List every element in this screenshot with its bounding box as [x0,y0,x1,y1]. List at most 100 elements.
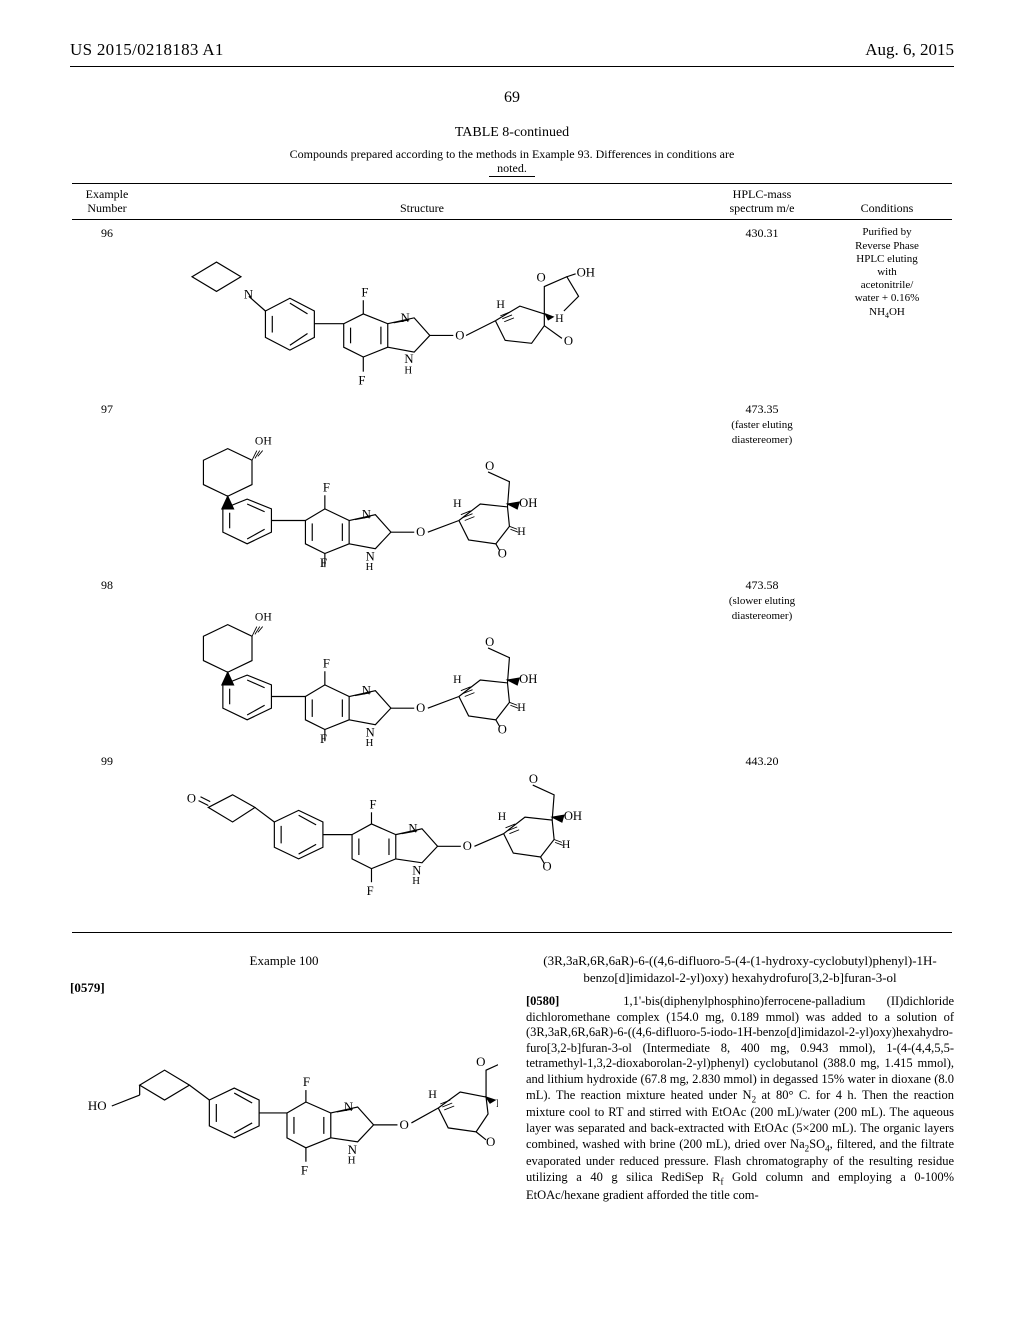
mz-value: 473.35 [746,402,779,416]
mz-value: 473.58 [746,578,779,592]
svg-text:N: N [344,1099,354,1114]
table-caption: TABLE 8-continued [70,125,954,141]
structure-svg-97: OH F [148,402,696,572]
para-num-0580: [0580] [526,994,559,1008]
svg-text:N: N [362,508,371,522]
svg-text:F: F [361,286,368,300]
svg-text:F: F [303,1074,310,1089]
svg-text:H: H [404,365,412,377]
right-column: (3R,3aR,6R,6aR)-6-((4,6-difluoro-5-(4-(1… [526,953,954,1203]
svg-text:F: F [301,1163,308,1178]
compounds-table: Example Number Structure HPLC-mass spect… [72,183,952,934]
cell-conditions: Purified byReverse PhaseHPLC elutingwith… [822,220,952,397]
mz-note: (faster eluting diastereomer) [731,419,792,446]
publication-date: Aug. 6, 2015 [865,40,954,60]
cell-structure: OH F [142,572,702,748]
cell-structure: O F [142,748,702,933]
svg-text:O: O [536,271,545,285]
svg-text:H: H [517,701,526,714]
para-num-0579: [0579] [70,980,105,995]
svg-text:H: H [496,1096,498,1110]
svg-text:H: H [366,737,374,748]
svg-text:F: F [370,798,377,812]
th-conditions: Conditions [822,183,952,220]
svg-text:H: H [517,525,526,538]
svg-text:H: H [562,839,571,852]
page-number: 69 [70,89,954,107]
cell-structure: OH F [142,396,702,572]
header-rule [70,66,954,67]
th-structure: Structure [142,183,702,220]
svg-text:O: O [187,792,196,806]
svg-text:O: O [399,1117,408,1132]
svg-text:H: H [412,876,420,888]
svg-text:O: O [476,1054,485,1069]
svg-text:O: O [485,459,494,473]
svg-text:H: H [453,673,462,686]
svg-text:OH: OH [577,266,595,280]
svg-text:O: O [416,525,425,539]
svg-text:F: F [323,481,330,495]
svg-text:O: O [416,701,425,715]
table-row: 98 OH [72,572,952,748]
cell-conditions [822,396,952,572]
para-0580: [0580] 1,1'-bis(diphenylphosphino)ferroc… [526,994,954,1204]
table-row: 99 O [72,748,952,933]
svg-text:O: O [463,840,472,854]
svg-text:N: N [362,684,371,698]
svg-text:OH: OH [564,809,582,823]
cell-example: 98 [72,572,142,748]
svg-text:O: O [564,335,573,349]
svg-text:N: N [408,822,417,836]
svg-text:O: O [485,635,494,649]
svg-text:N: N [400,311,409,325]
svg-text:F: F [320,733,327,747]
svg-text:O: O [486,1134,495,1149]
structure-svg-96: N F [148,226,696,396]
svg-text:H: H [428,1087,437,1101]
structure-svg-98: OH F [148,578,696,748]
svg-text:F: F [367,884,374,898]
cell-mz: 430.31 [702,220,822,397]
th-mz: HPLC-mass spectrum m/e [702,183,822,220]
mz-note: (slower eluting diastereomer) [729,595,795,622]
cell-conditions [822,572,952,748]
publication-number: US 2015/0218183 A1 [70,40,224,60]
svg-text:H: H [366,561,374,572]
mz-value: 443.20 [746,754,779,768]
svg-text:H: H [496,298,505,311]
svg-text:H: H [555,312,564,325]
mz-value: 430.31 [746,226,779,240]
svg-text:F: F [358,374,365,388]
example-100-heading: Example 100 [70,953,498,969]
cell-mz: 473.58 (slower eluting diastereomer) [702,572,822,748]
cell-example: 96 [72,220,142,397]
svg-text:HO: HO [88,1098,107,1113]
table-row: 97 OH [72,396,952,572]
table-row: 96 N [72,220,952,397]
structure-svg-99: O F [148,754,696,924]
svg-text:OH: OH [519,672,537,686]
cell-example: 99 [72,748,142,933]
svg-text:OH: OH [519,496,537,510]
cell-mz: 443.20 [702,748,822,933]
cell-conditions [822,748,952,933]
compound-name: (3R,3aR,6R,6aR)-6-((4,6-difluoro-5-(4-(1… [526,953,954,986]
table-subcaption-line1: Compounds prepared according to the meth… [290,147,735,161]
svg-text:F: F [323,657,330,671]
cell-mz: 473.35 (faster eluting diastereomer) [702,396,822,572]
cell-structure: N F [142,220,702,397]
svg-text:H: H [348,1155,356,1167]
para-0579: [0579] [70,980,498,996]
table-subcaption: Compounds prepared according to the meth… [232,147,792,177]
svg-text:OH: OH [255,435,272,448]
svg-text:OH: OH [255,611,272,624]
svg-text:O: O [455,329,464,343]
table-subcaption-line2: noted. [489,161,535,176]
svg-text:O: O [529,773,538,787]
example-100-structure: HO F F [70,1010,498,1200]
svg-text:H: H [498,810,507,823]
cell-example: 97 [72,396,142,572]
left-column: Example 100 [0579] HO [70,953,498,1203]
svg-text:F: F [320,557,327,571]
